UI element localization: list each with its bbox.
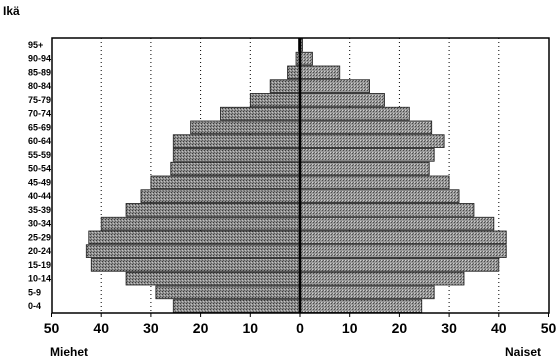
age-label: 80-84 xyxy=(28,81,51,91)
age-labels: 0-4 5-9 10-14 15-19 20-24 25-29 30-34 35-39 40-4… xyxy=(28,40,51,311)
bar-female-15-19 xyxy=(299,258,500,272)
bar-male-85-89 xyxy=(287,65,301,80)
bar-male-30-34 xyxy=(100,216,301,231)
bar-female-50-54 xyxy=(299,161,430,176)
age-label: 75-79 xyxy=(28,95,51,105)
age-label: 10-14 xyxy=(28,274,51,284)
age-label: 15-19 xyxy=(28,260,51,270)
x-tick-label: 40 xyxy=(491,320,507,336)
bar-male-55-59 xyxy=(172,148,301,162)
age-label: 60-64 xyxy=(28,136,51,146)
age-label: 35-39 xyxy=(28,205,51,215)
bar-male-35-39 xyxy=(125,203,301,217)
bar-female-80-84 xyxy=(299,79,370,93)
x-tick-label: 10 xyxy=(342,320,358,336)
bar-male-80-84 xyxy=(269,79,301,93)
age-label: 45-49 xyxy=(28,177,51,187)
bar-male-70-74 xyxy=(220,106,301,121)
age-label: 65-69 xyxy=(28,122,51,132)
bar-female-0-4 xyxy=(299,299,423,313)
bars xyxy=(85,38,507,313)
bar-female-75-79 xyxy=(299,93,385,107)
bar-female-60-64 xyxy=(299,134,445,148)
x-tick-label: 10 xyxy=(243,320,259,336)
x-tick-label: 30 xyxy=(143,320,159,336)
x-tick-label: 30 xyxy=(441,320,457,336)
age-label: 0-4 xyxy=(28,301,41,311)
bar-female-65-69 xyxy=(299,120,433,135)
plot-frame xyxy=(51,37,550,317)
bar-female-30-34 xyxy=(299,216,495,231)
age-label: 55-59 xyxy=(28,150,51,160)
x-tick-label: 50 xyxy=(541,320,557,336)
bar-female-55-59 xyxy=(299,148,435,162)
bar-male-75-79 xyxy=(249,93,301,107)
age-label: 30-34 xyxy=(28,219,51,229)
y-axis-label: Ikä xyxy=(3,4,20,18)
age-label: 40-44 xyxy=(28,191,51,201)
bar-female-35-39 xyxy=(299,203,475,217)
right-series-label: Naiset xyxy=(505,345,541,359)
bar-male-60-64 xyxy=(172,134,301,148)
bar-female-70-74 xyxy=(299,106,410,121)
left-series-label: Miehet xyxy=(50,345,88,359)
bar-female-10-14 xyxy=(299,271,465,286)
x-tick-label: 20 xyxy=(392,320,408,336)
age-label: 20-24 xyxy=(28,246,51,256)
bar-female-25-29 xyxy=(299,230,507,245)
bar-male-0-4 xyxy=(172,299,301,313)
bar-female-5-9 xyxy=(299,285,435,300)
bar-male-45-49 xyxy=(150,175,301,190)
bar-female-45-49 xyxy=(299,175,450,190)
bar-female-90-94 xyxy=(299,51,313,66)
x-tick-label: 50 xyxy=(44,320,60,336)
bar-male-40-44 xyxy=(140,189,301,203)
age-label: 95+ xyxy=(28,40,43,50)
age-label: 90-94 xyxy=(28,54,51,64)
x-tick-label: 0 xyxy=(296,320,304,336)
x-tick-label: 20 xyxy=(193,320,209,336)
bar-male-65-69 xyxy=(190,120,301,135)
age-label: 50-54 xyxy=(28,164,51,174)
bar-male-10-14 xyxy=(125,271,301,286)
age-label: 5-9 xyxy=(28,287,41,297)
x-tick-labels: 50 40 30 20 10 0 10 20 30 40 50 xyxy=(44,320,557,336)
bar-female-40-44 xyxy=(299,189,460,203)
bar-male-20-24 xyxy=(85,244,301,258)
bar-male-5-9 xyxy=(155,285,301,300)
bar-male-15-19 xyxy=(90,258,301,272)
age-label: 70-74 xyxy=(28,109,51,119)
bar-female-20-24 xyxy=(299,244,507,258)
age-label: 25-29 xyxy=(28,232,51,242)
bar-male-25-29 xyxy=(88,230,301,245)
bar-male-50-54 xyxy=(170,161,301,176)
bar-female-85-89 xyxy=(299,65,341,80)
age-label: 85-89 xyxy=(28,67,51,77)
x-tick-label: 40 xyxy=(93,320,109,336)
